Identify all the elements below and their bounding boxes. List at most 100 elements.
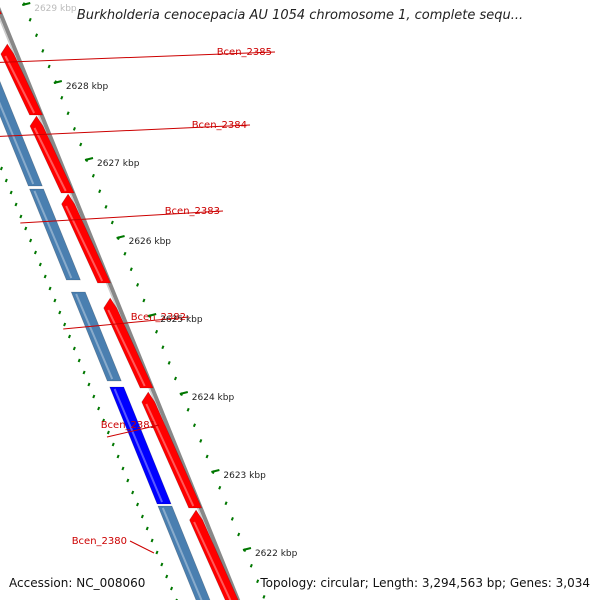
outer-tick bbox=[230, 517, 234, 521]
scale-label: 2625 kbp bbox=[160, 315, 203, 325]
outer-tick bbox=[104, 205, 108, 209]
inner-tick bbox=[92, 394, 96, 399]
inner-tick bbox=[58, 310, 62, 315]
inner-tick bbox=[160, 562, 164, 567]
scale-major-tick bbox=[116, 235, 125, 239]
reverse-gene-block[interactable] bbox=[0, 42, 43, 187]
outer-tick bbox=[199, 439, 203, 443]
inner-tick bbox=[0, 166, 3, 171]
inner-tick bbox=[106, 430, 110, 435]
inner-tick bbox=[131, 490, 135, 495]
map-title: Burkholderia cenocepacia AU 1054 chromos… bbox=[76, 8, 524, 23]
scale-major-tick bbox=[21, 2, 31, 6]
outer-tick bbox=[41, 49, 45, 53]
outer-tick bbox=[224, 501, 228, 506]
scale-major-tick bbox=[147, 313, 157, 317]
scale-major-tick bbox=[242, 547, 252, 551]
reverse-gene-block[interactable] bbox=[157, 505, 218, 600]
inner-tick bbox=[24, 226, 28, 231]
inner-tick bbox=[63, 322, 67, 327]
inner-tick bbox=[101, 418, 106, 423]
outer-tick bbox=[192, 423, 196, 428]
backbone-highlight bbox=[0, 17, 236, 600]
scale-label: 2629 kbp bbox=[34, 4, 77, 14]
accession-text: Accession: NC_008060 bbox=[9, 576, 146, 590]
gene-label[interactable]: Bcen_2380 bbox=[72, 536, 127, 547]
inner-tick bbox=[145, 526, 149, 531]
inner-tick bbox=[9, 190, 13, 195]
inner-tick bbox=[4, 178, 8, 183]
outer-tick bbox=[142, 298, 146, 303]
scale-label: 2622 kbp bbox=[255, 549, 298, 559]
gene-label-leader bbox=[20, 210, 224, 224]
outer-tick bbox=[28, 17, 32, 22]
inner-tick bbox=[165, 574, 169, 579]
forward-gene-arrow[interactable] bbox=[103, 297, 154, 389]
outer-tick bbox=[173, 376, 178, 381]
forward-gene-arrow-shine bbox=[193, 521, 232, 600]
forward-gene-arrow[interactable] bbox=[141, 391, 203, 509]
outer-tick bbox=[79, 142, 83, 147]
outer-tick bbox=[249, 563, 253, 568]
gene-label-leader bbox=[63, 316, 190, 330]
topology-summary: Topology: circular; Length: 3,294,563 bp… bbox=[260, 576, 590, 590]
scale-major-tick bbox=[84, 157, 94, 161]
scale-major-tick bbox=[211, 469, 220, 473]
forward-gene-arrow[interactable] bbox=[29, 115, 75, 194]
gene-label[interactable]: Bcen_2382 bbox=[131, 312, 186, 323]
inner-tick bbox=[155, 550, 159, 555]
inner-tick bbox=[29, 238, 33, 243]
forward-gene-arrow-shine bbox=[4, 55, 36, 114]
inner-tick bbox=[67, 334, 72, 339]
highlighted-gene-block-shine bbox=[113, 388, 163, 503]
backbone-track bbox=[0, 7, 241, 600]
scale-label: 2623 kbp bbox=[223, 471, 266, 481]
inner-tick bbox=[136, 502, 140, 507]
inner-tick bbox=[48, 286, 52, 291]
scale-label: 2626 kbp bbox=[129, 237, 172, 247]
inner-tick bbox=[14, 202, 18, 207]
inner-tick bbox=[72, 346, 76, 351]
reverse-gene-block[interactable] bbox=[70, 291, 122, 382]
reverse-gene-block-shine bbox=[0, 101, 35, 185]
inner-tick bbox=[150, 538, 154, 543]
outer-tick bbox=[186, 407, 190, 412]
inner-tick bbox=[82, 370, 86, 375]
highlighted-gene-block[interactable] bbox=[109, 386, 172, 505]
inner-tick bbox=[38, 262, 42, 267]
outer-tick bbox=[47, 64, 51, 69]
forward-gene-arrow[interactable] bbox=[189, 509, 248, 600]
inner-tick bbox=[87, 382, 91, 387]
gene-label-leader bbox=[129, 540, 155, 554]
forward-gene-arrow-shine bbox=[65, 205, 104, 282]
inner-tick bbox=[170, 586, 174, 591]
gene-label[interactable]: Bcen_2384 bbox=[192, 120, 247, 131]
outer-tick bbox=[129, 267, 133, 272]
reverse-gene-block[interactable] bbox=[29, 188, 81, 281]
gene-label[interactable]: Bcen_2381 bbox=[101, 420, 156, 431]
outer-tick bbox=[110, 220, 114, 225]
inner-tick bbox=[116, 454, 120, 459]
outer-tick bbox=[60, 95, 64, 100]
outer-tick bbox=[256, 579, 260, 584]
scale-label: 2628 kbp bbox=[66, 82, 109, 92]
gene-label-leader bbox=[0, 51, 276, 63]
scale-label-layer: 2622 kbp 2623 kbp 2624 kbp 2625 kbp 2626 kbp… bbox=[21, 2, 298, 559]
forward-gene-arrow[interactable] bbox=[0, 0, 3, 15]
gene-label[interactable]: Bcen_2385 bbox=[217, 47, 272, 58]
inner-tick bbox=[19, 214, 23, 219]
scale-label: 2624 kbp bbox=[192, 393, 235, 403]
inner-tick bbox=[33, 250, 37, 255]
outer-tick bbox=[98, 189, 102, 194]
inner-tick bbox=[140, 514, 144, 519]
forward-gene-arrow[interactable] bbox=[61, 193, 112, 284]
forward-gene-track bbox=[0, 0, 248, 600]
gene-label[interactable]: Bcen_2383 bbox=[165, 206, 220, 217]
forward-gene-arrow-shine bbox=[145, 403, 195, 507]
outer-tick bbox=[72, 127, 76, 131]
scale-label: 2627 kbp bbox=[97, 159, 140, 169]
outer-tick bbox=[237, 532, 241, 537]
outer-tick bbox=[123, 251, 127, 256]
scale-major-tick bbox=[179, 391, 189, 395]
